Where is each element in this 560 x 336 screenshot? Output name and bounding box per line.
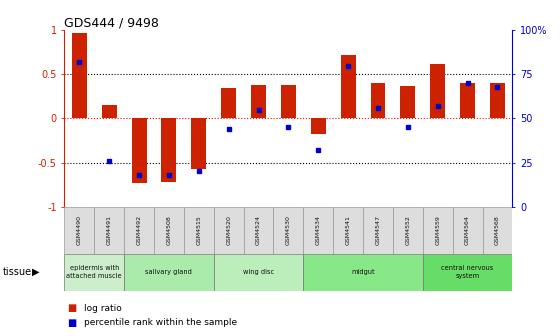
Bar <box>124 254 214 291</box>
Text: tissue: tissue <box>3 267 32 277</box>
Bar <box>124 207 154 254</box>
Text: GSM4492: GSM4492 <box>137 215 142 245</box>
Bar <box>363 207 393 254</box>
Bar <box>423 254 512 291</box>
Bar <box>214 254 304 291</box>
Bar <box>340 55 356 119</box>
Text: ■: ■ <box>67 318 77 328</box>
Text: epidermis with
attached muscle: epidermis with attached muscle <box>67 265 122 279</box>
Text: percentile rank within the sample: percentile rank within the sample <box>84 318 237 327</box>
Text: ▶: ▶ <box>31 267 39 277</box>
Bar <box>154 207 184 254</box>
Bar <box>273 207 304 254</box>
Bar <box>281 85 296 119</box>
Bar <box>393 207 423 254</box>
Text: GSM4541: GSM4541 <box>346 215 351 245</box>
Text: GSM4530: GSM4530 <box>286 215 291 245</box>
Bar <box>490 83 505 119</box>
Bar <box>72 33 87 119</box>
Text: GSM4568: GSM4568 <box>495 215 500 245</box>
Text: GDS444 / 9498: GDS444 / 9498 <box>64 16 159 29</box>
Text: GSM4508: GSM4508 <box>166 215 171 245</box>
Bar <box>430 64 445 119</box>
Text: GSM4491: GSM4491 <box>107 215 111 245</box>
Text: salivary gland: salivary gland <box>146 269 193 275</box>
Bar <box>64 254 124 291</box>
Bar <box>244 207 273 254</box>
Text: ■: ■ <box>67 303 77 313</box>
Text: wing disc: wing disc <box>243 269 274 275</box>
Bar <box>304 207 333 254</box>
Bar <box>311 119 326 134</box>
Text: GSM4559: GSM4559 <box>435 215 440 245</box>
Text: GSM4534: GSM4534 <box>316 215 321 245</box>
Bar <box>64 207 94 254</box>
Bar <box>192 119 206 169</box>
Text: GSM4520: GSM4520 <box>226 215 231 245</box>
Bar <box>214 207 244 254</box>
Bar <box>184 207 214 254</box>
Bar <box>221 88 236 119</box>
Bar <box>400 86 416 119</box>
Bar <box>460 83 475 119</box>
Text: GSM4547: GSM4547 <box>376 215 380 245</box>
Bar <box>371 83 385 119</box>
Text: GSM4524: GSM4524 <box>256 215 261 245</box>
Bar <box>132 119 147 183</box>
Text: GSM4564: GSM4564 <box>465 215 470 245</box>
Bar <box>161 119 176 182</box>
Bar <box>483 207 512 254</box>
Text: log ratio: log ratio <box>84 304 122 313</box>
Text: GSM4490: GSM4490 <box>77 215 82 245</box>
Text: GSM4515: GSM4515 <box>197 215 201 245</box>
Bar <box>102 105 116 119</box>
Bar <box>452 207 483 254</box>
Text: central nervous
system: central nervous system <box>441 265 494 279</box>
Bar <box>304 254 423 291</box>
Bar <box>333 207 363 254</box>
Text: midgut: midgut <box>351 269 375 275</box>
Bar <box>251 85 266 119</box>
Bar <box>423 207 452 254</box>
Text: GSM4552: GSM4552 <box>405 215 410 245</box>
Bar <box>94 207 124 254</box>
